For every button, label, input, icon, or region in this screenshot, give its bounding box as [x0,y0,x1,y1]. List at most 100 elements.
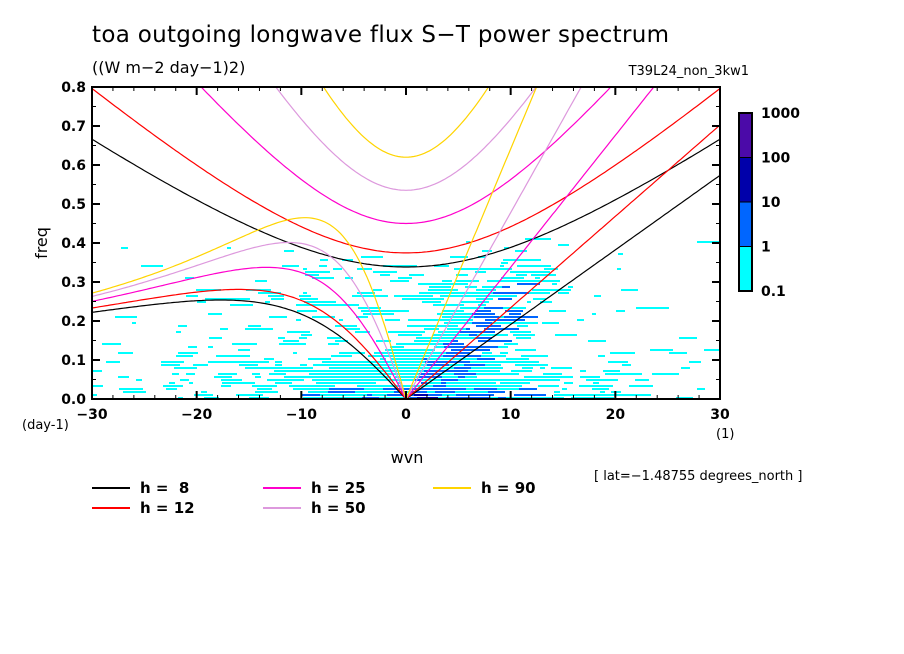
power-cell [335,340,348,342]
power-cell [216,355,232,357]
power-cell [432,370,454,372]
power-cell [263,361,269,363]
power-cell [558,244,569,246]
power-cell [476,289,496,291]
legend-item: h = 25 [263,479,366,497]
power-cell [357,268,364,270]
legend-swatch [263,507,301,509]
power-cell [466,355,481,357]
power-cell [534,265,551,267]
power-cell [231,373,237,375]
power-cell [352,367,372,369]
x-tick-label: 20 [606,407,626,423]
power-cell [255,280,267,282]
y-tick-label: 0.5 [61,197,86,213]
power-cell [444,322,451,324]
power-cell [492,322,514,324]
power-cell [475,310,481,312]
power-cell [442,316,451,318]
power-cell [293,352,297,354]
power-cell [515,385,522,387]
power-cell [265,301,270,303]
power-cell [463,313,472,315]
power-cell [93,385,103,387]
power-cell [345,277,353,279]
power-cell [424,367,434,369]
power-cell [503,307,526,309]
x-tick-label: −30 [76,407,107,423]
colorbar-swatch [738,246,753,292]
power-cell [464,364,485,366]
power-cell [529,292,550,294]
power-cell [357,385,364,387]
power-cell [414,352,424,354]
power-cell [394,352,414,354]
power-cell [621,289,638,291]
power-cell [531,274,556,276]
power-cell [586,379,600,381]
power-cell [296,331,310,333]
power-cell [367,364,387,366]
colorbar-label: 0.1 [761,284,786,300]
power-cell [441,361,454,363]
power-cell [291,379,304,381]
colorbar-label: 100 [761,151,790,167]
power-cell [481,310,487,312]
power-cell [653,307,669,309]
power-cell [454,289,458,291]
power-cell [451,349,467,351]
power-cell [178,352,198,354]
power-cell [348,367,352,369]
chart-units: ((W m−2 day−1)2) [92,58,246,77]
power-cell [704,349,719,351]
power-cell [388,379,411,381]
power-cell [284,250,294,252]
power-cell [611,391,615,393]
power-cell [500,382,515,384]
power-cell [390,346,404,348]
power-cell [481,394,494,396]
power-cell [473,301,478,303]
power-cell [521,355,541,357]
power-cell [102,343,121,345]
power-cell [598,355,605,357]
power-cell [579,385,604,387]
power-cell [446,334,450,336]
power-cell [369,385,383,387]
power-cell [167,364,180,366]
power-cell [329,301,336,303]
power-cell [427,349,435,351]
power-cell [497,388,519,390]
power-cell [331,355,352,357]
power-cell [293,388,307,390]
power-cell [509,361,517,363]
power-cell [312,370,321,372]
power-cell [514,394,530,396]
power-cell [481,349,490,351]
power-cell [454,361,470,363]
power-cell [301,334,312,336]
power-cell [317,385,335,387]
power-cell [605,373,626,375]
power-cell [208,313,222,315]
power-cell [252,373,260,375]
power-cell [499,316,504,318]
legend-label: h = 12 [140,499,195,517]
legend-swatch [92,487,130,489]
power-cell [488,268,512,270]
power-cell [522,367,533,369]
power-cell [401,385,420,387]
power-cell [414,364,423,366]
power-cell [521,280,538,282]
power-cell [115,316,137,318]
power-cell [436,340,447,342]
power-cell [562,388,567,390]
power-cell [394,295,411,297]
power-cell [476,394,481,396]
power-cell [238,349,250,351]
power-cell [427,391,435,393]
power-cell [488,391,505,393]
power-cell [440,319,450,321]
power-cell [532,271,550,273]
power-cell [252,385,277,387]
